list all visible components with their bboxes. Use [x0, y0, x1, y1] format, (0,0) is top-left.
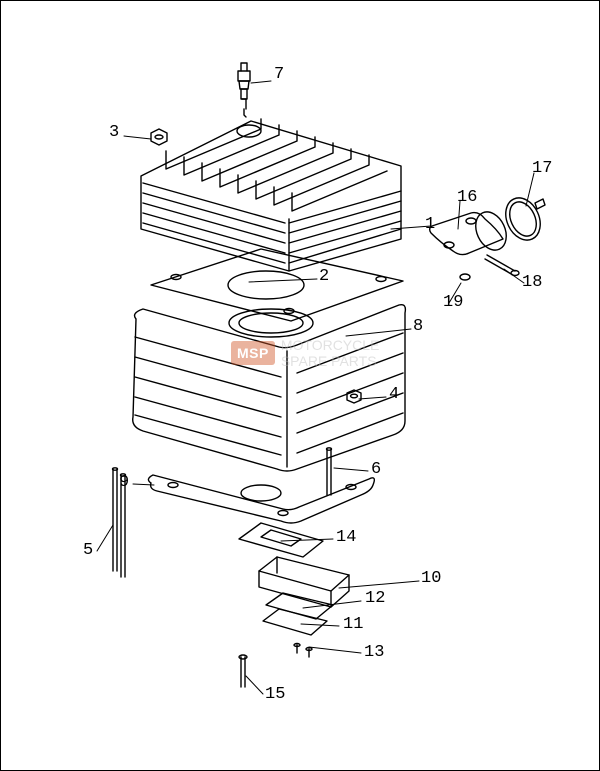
callout-10: 10 — [421, 569, 441, 588]
callout-9: 9 — [119, 473, 129, 492]
callout-19: 19 — [443, 293, 463, 312]
callout-18: 18 — [522, 273, 542, 292]
callout-7: 7 — [274, 65, 284, 84]
callout-4: 4 — [389, 385, 399, 404]
callout-1: 1 — [425, 215, 435, 234]
callout-12: 12 — [365, 589, 385, 608]
callout-2: 2 — [319, 267, 329, 286]
callout-17: 17 — [532, 159, 552, 178]
callout-15: 15 — [265, 685, 285, 704]
callout-3: 3 — [109, 123, 119, 142]
callout-13: 13 — [364, 643, 384, 662]
callout-6: 6 — [371, 460, 381, 479]
callout-11: 11 — [343, 615, 363, 634]
callout-14: 14 — [336, 528, 356, 547]
callout-16: 16 — [457, 188, 477, 207]
callout-8: 8 — [413, 317, 423, 336]
parts-drawing — [1, 1, 600, 771]
callout-5: 5 — [83, 541, 93, 560]
diagram-frame: 1 2 3 4 5 6 7 8 9 10 11 12 13 14 15 16 1… — [0, 0, 600, 771]
